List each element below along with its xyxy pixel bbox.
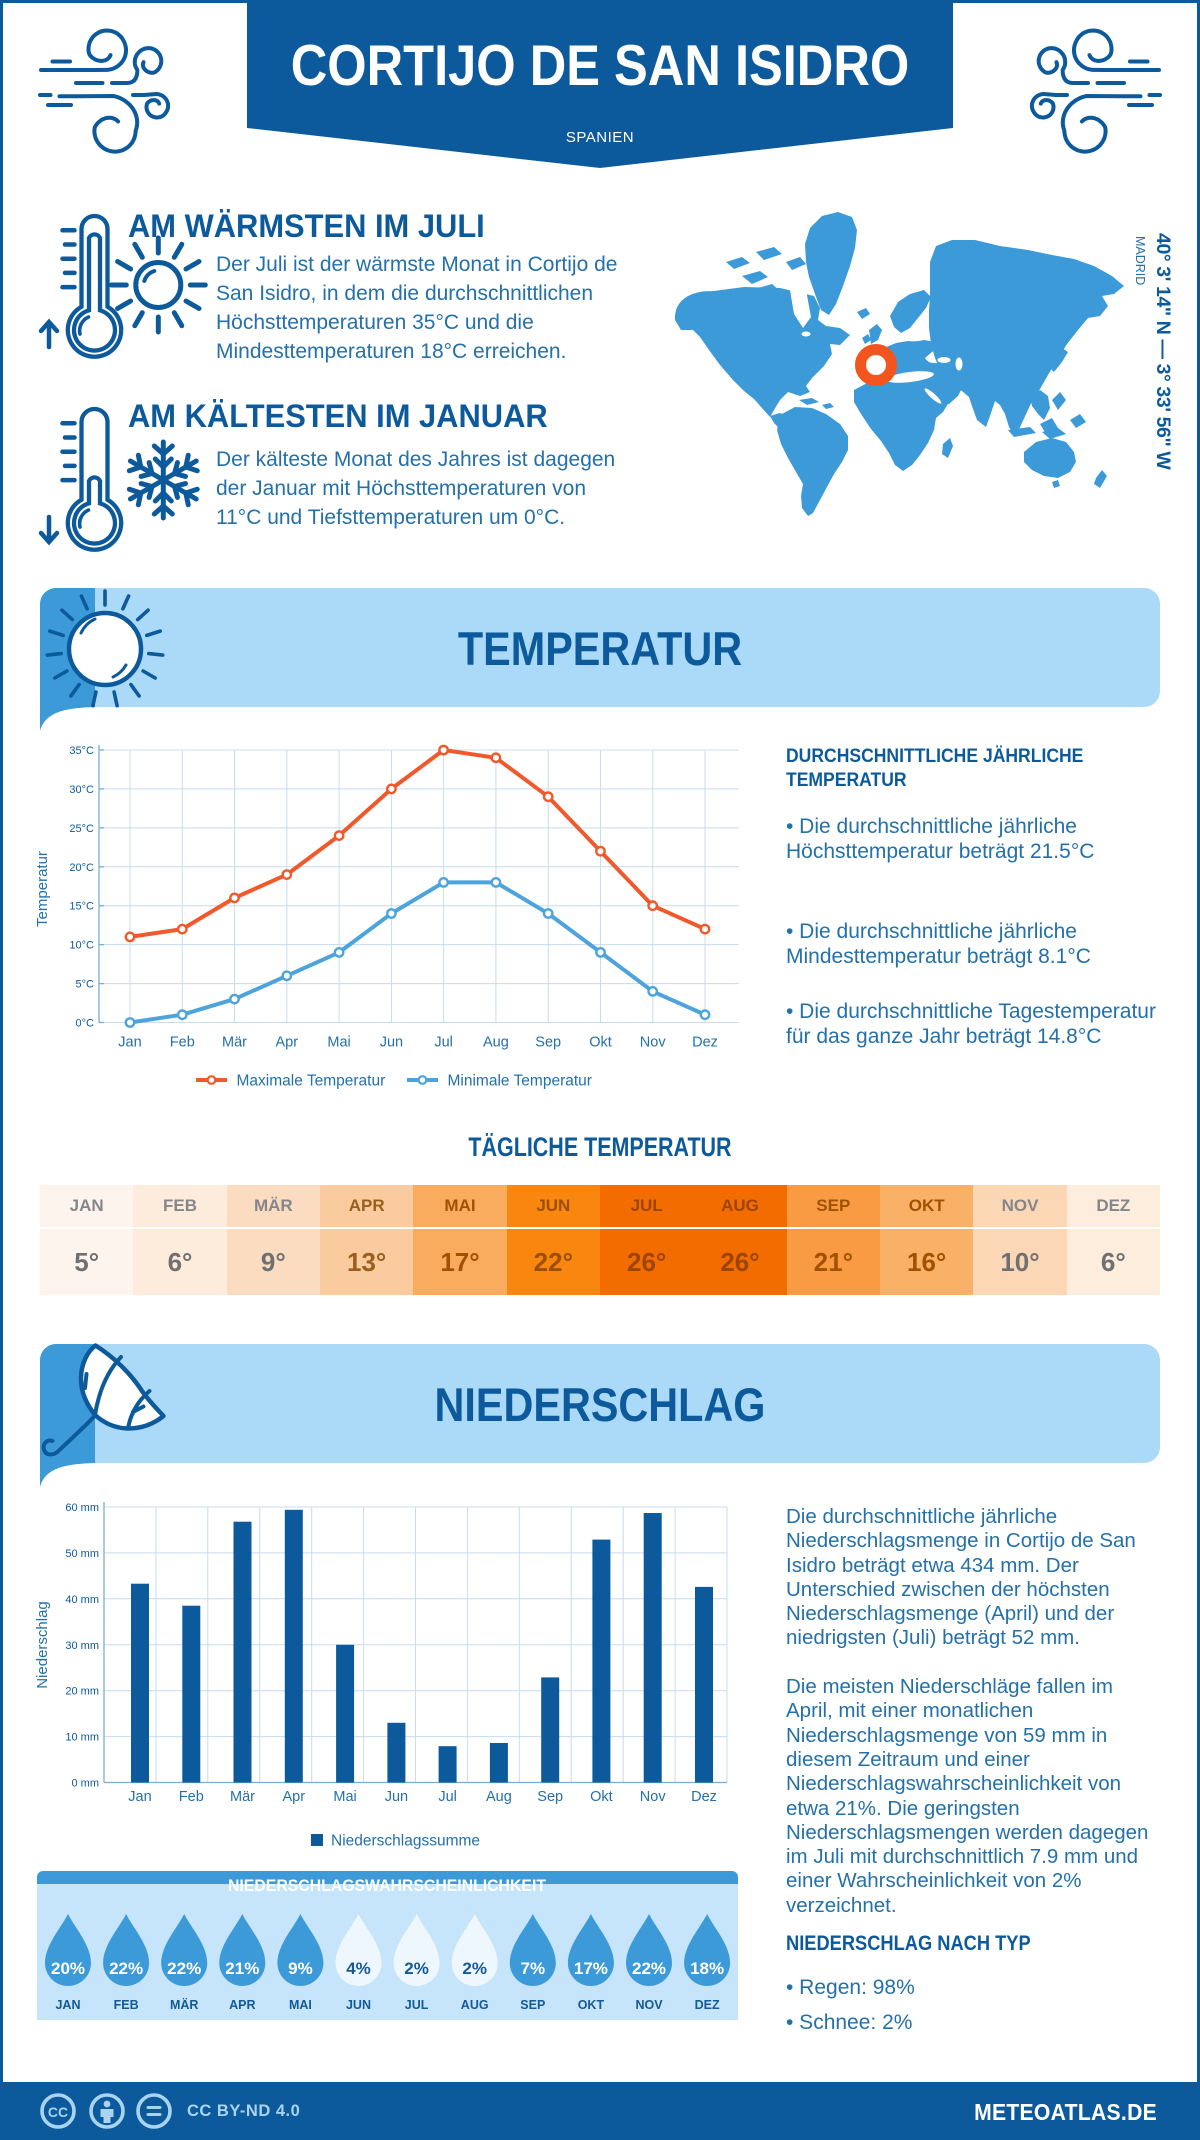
- svg-text:Feb: Feb: [179, 1789, 204, 1805]
- svg-text:0 mm: 0 mm: [72, 1778, 100, 1790]
- svg-text:OKT: OKT: [578, 1998, 605, 2012]
- svg-text:Niederschlagssumme: Niederschlagssumme: [331, 1833, 480, 1850]
- svg-text:Aug: Aug: [483, 1035, 509, 1051]
- svg-text:Jul: Jul: [438, 1789, 457, 1805]
- svg-text:Jun: Jun: [385, 1789, 408, 1805]
- svg-text:Sep: Sep: [535, 1035, 561, 1051]
- svg-text:7%: 7%: [521, 1959, 546, 1978]
- svg-text:Jan: Jan: [128, 1789, 151, 1805]
- svg-text:Dez: Dez: [691, 1789, 717, 1805]
- svg-text:Mär: Mär: [222, 1035, 247, 1051]
- svg-text:AUG: AUG: [461, 1998, 489, 2012]
- svg-text:22%: 22%: [109, 1959, 143, 1978]
- svg-text:APR: APR: [229, 1998, 255, 2012]
- svg-text:9%: 9%: [288, 1959, 313, 1978]
- svg-text:Mai: Mai: [327, 1035, 350, 1051]
- svg-text:Nov: Nov: [640, 1789, 667, 1805]
- svg-text:Apr: Apr: [283, 1789, 306, 1805]
- svg-text:JUN: JUN: [346, 1998, 371, 2012]
- svg-text:DEZ: DEZ: [695, 1998, 720, 2012]
- svg-text:Maximale Temperatur: Maximale Temperatur: [237, 1073, 386, 1090]
- svg-text:20°C: 20°C: [69, 862, 94, 874]
- svg-text:2%: 2%: [404, 1959, 429, 1978]
- svg-text:30°C: 30°C: [69, 784, 94, 796]
- svg-text:20%: 20%: [51, 1959, 85, 1978]
- svg-text:Minimale Temperatur: Minimale Temperatur: [448, 1073, 592, 1090]
- svg-text:FEB: FEB: [114, 1998, 139, 2012]
- svg-text:22%: 22%: [167, 1959, 201, 1978]
- svg-text:Mär: Mär: [230, 1789, 255, 1805]
- svg-text:21%: 21%: [225, 1959, 259, 1978]
- svg-text:10 mm: 10 mm: [65, 1732, 99, 1744]
- svg-text:Jan: Jan: [118, 1035, 141, 1051]
- svg-text:50 mm: 50 mm: [65, 1548, 99, 1560]
- svg-text:22%: 22%: [632, 1959, 666, 1978]
- svg-text:35°C: 35°C: [69, 745, 94, 757]
- svg-text:10°C: 10°C: [69, 940, 94, 952]
- svg-text:Mai: Mai: [333, 1789, 356, 1805]
- svg-text:20 mm: 20 mm: [65, 1686, 99, 1698]
- svg-text:Temperatur: Temperatur: [34, 851, 51, 927]
- svg-text:15°C: 15°C: [69, 901, 94, 913]
- svg-text:5°C: 5°C: [76, 979, 95, 991]
- svg-text:Apr: Apr: [276, 1035, 299, 1051]
- svg-text:Nov: Nov: [640, 1035, 667, 1051]
- svg-text:Aug: Aug: [486, 1789, 512, 1805]
- svg-text:Jul: Jul: [434, 1035, 453, 1051]
- svg-text:30 mm: 30 mm: [65, 1640, 99, 1652]
- svg-text:0°C: 0°C: [76, 1018, 95, 1030]
- svg-text:Feb: Feb: [170, 1035, 195, 1051]
- svg-text:Niederschlag: Niederschlag: [34, 1601, 51, 1689]
- svg-text:2%: 2%: [462, 1959, 487, 1978]
- svg-text:18%: 18%: [690, 1959, 724, 1978]
- svg-text:Okt: Okt: [590, 1789, 613, 1805]
- svg-text:JAN: JAN: [55, 1998, 80, 2012]
- svg-text:NOV: NOV: [635, 1998, 663, 2012]
- svg-text:JUL: JUL: [405, 1998, 429, 2012]
- svg-text:4%: 4%: [346, 1959, 371, 1978]
- svg-text:60 mm: 60 mm: [65, 1502, 99, 1514]
- svg-text:MAI: MAI: [289, 1998, 312, 2012]
- svg-text:NIEDERSCHLAGSWAHRSCHEINLICHKEI: NIEDERSCHLAGSWAHRSCHEINLICHKEIT: [228, 1876, 547, 1895]
- svg-text:SEP: SEP: [520, 1998, 545, 2012]
- svg-text:MÄR: MÄR: [170, 1997, 198, 2012]
- svg-text:Jun: Jun: [380, 1035, 403, 1051]
- svg-text:40 mm: 40 mm: [65, 1594, 99, 1606]
- svg-text:17%: 17%: [574, 1959, 608, 1978]
- svg-text:CC: CC: [48, 2104, 68, 2120]
- svg-text:25°C: 25°C: [69, 823, 94, 835]
- svg-text:Sep: Sep: [537, 1789, 563, 1805]
- svg-text:Dez: Dez: [692, 1035, 718, 1051]
- svg-text:Okt: Okt: [589, 1035, 612, 1051]
